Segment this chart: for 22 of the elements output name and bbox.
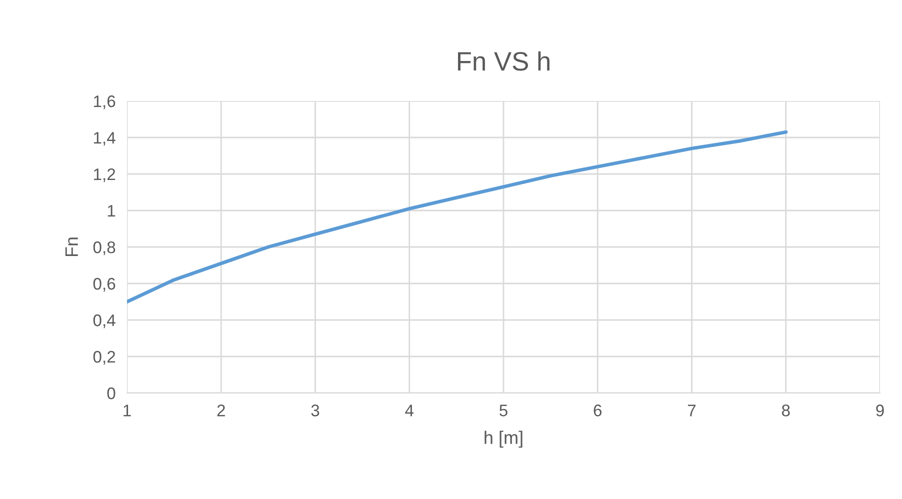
x-tick-label: 9 [876, 404, 884, 416]
x-tick-label: 1 [124, 404, 131, 416]
x-tick-label: 3 [311, 404, 320, 416]
chart-title: Fn VS h [458, 51, 550, 71]
x-tick-label: 2 [217, 404, 225, 416]
x-tick-label: 6 [594, 404, 602, 416]
y-tick-label: 1,4 [94, 132, 116, 146]
y-tick-label: 0,8 [93, 241, 116, 256]
y-tick-label: 0,2 [93, 350, 116, 365]
x-tick-label: 8 [782, 404, 790, 416]
y-tick-label: 1 [108, 205, 116, 217]
y-axis-title: Fn [65, 238, 78, 256]
y-tick-label: 1,2 [94, 168, 116, 182]
x-tick-label: 4 [405, 404, 414, 416]
y-tick-label: 0,6 [93, 278, 116, 292]
y-tick-label: 0 [107, 387, 116, 400]
x-tick-label: 5 [500, 404, 508, 416]
x-tick-label: 7 [688, 404, 696, 416]
y-tick-label: 0,4 [93, 314, 116, 328]
line-series [127, 130, 788, 304]
x-axis-title: h [m] [484, 430, 522, 448]
y-tick-label: 1,6 [94, 95, 116, 110]
